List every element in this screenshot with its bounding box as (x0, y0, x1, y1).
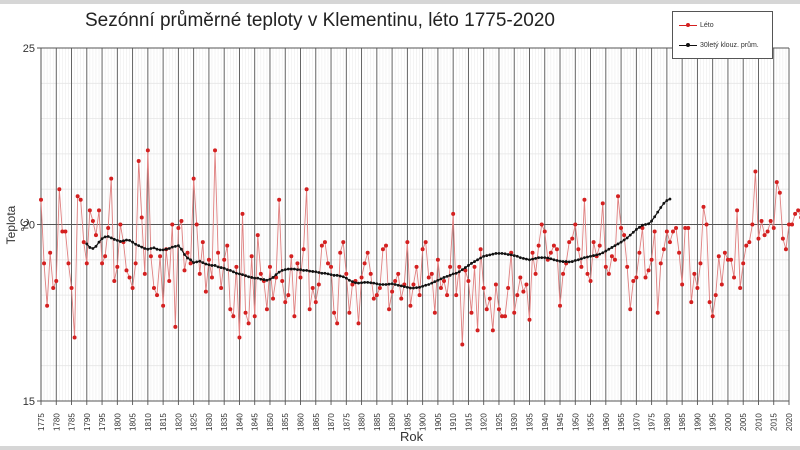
svg-text:1925: 1925 (495, 413, 504, 431)
svg-text:1835: 1835 (220, 413, 229, 431)
svg-text:1960: 1960 (602, 413, 611, 431)
svg-text:1880: 1880 (358, 413, 367, 431)
svg-text:1980: 1980 (663, 413, 672, 431)
svg-text:1780: 1780 (52, 413, 61, 431)
svg-text:1865: 1865 (312, 413, 321, 431)
svg-text:1900: 1900 (419, 413, 428, 431)
red-line-marker-icon (679, 21, 697, 29)
svg-text:1815: 1815 (159, 413, 168, 431)
svg-text:1820: 1820 (174, 413, 183, 431)
svg-text:1950: 1950 (571, 413, 580, 431)
svg-text:1825: 1825 (190, 413, 199, 431)
svg-text:1850: 1850 (266, 413, 275, 431)
svg-text:1990: 1990 (693, 413, 702, 431)
svg-text:1890: 1890 (388, 413, 397, 431)
svg-text:1870: 1870 (327, 413, 336, 431)
svg-text:1910: 1910 (449, 413, 458, 431)
svg-text:1875: 1875 (342, 413, 351, 431)
svg-text:1930: 1930 (510, 413, 519, 431)
chart-title: Sezónní průměrné teploty v Klementinu, l… (84, 10, 556, 31)
svg-text:1840: 1840 (235, 413, 244, 431)
svg-text:1955: 1955 (587, 413, 596, 431)
legend-item-leto: Léto (679, 21, 714, 29)
svg-text:1920: 1920 (480, 413, 489, 431)
svg-text:1885: 1885 (373, 413, 382, 431)
svg-text:2015: 2015 (770, 413, 779, 431)
svg-text:2005: 2005 (739, 413, 748, 431)
svg-text:1945: 1945 (556, 413, 565, 431)
svg-text:1790: 1790 (83, 413, 92, 431)
svg-text:1785: 1785 (68, 413, 77, 431)
svg-text:1985: 1985 (678, 413, 687, 431)
svg-text:1970: 1970 (632, 413, 641, 431)
svg-text:1965: 1965 (617, 413, 626, 431)
svg-text:1905: 1905 (434, 413, 443, 431)
x-axis-label: Rok (400, 429, 424, 444)
svg-text:1830: 1830 (205, 413, 214, 431)
svg-text:1800: 1800 (113, 413, 122, 431)
legend-label: Léto (700, 21, 714, 29)
svg-text:1995: 1995 (709, 413, 718, 431)
svg-text:1805: 1805 (129, 413, 138, 431)
black-line-marker-icon (679, 41, 697, 49)
svg-text:1845: 1845 (251, 413, 260, 431)
svg-text:1775: 1775 (37, 413, 46, 431)
legend-item-moving-average: 30letý klouz. prům. (679, 41, 759, 49)
svg-text:2000: 2000 (724, 413, 733, 431)
svg-text:1860: 1860 (297, 413, 306, 431)
svg-text:1855: 1855 (281, 413, 290, 431)
svg-text:25: 25 (23, 43, 35, 55)
svg-text:2010: 2010 (754, 413, 763, 431)
svg-text:1940: 1940 (541, 413, 550, 431)
svg-text:1895: 1895 (403, 413, 412, 431)
svg-text:15: 15 (23, 396, 35, 408)
svg-text:20: 20 (23, 220, 35, 232)
bottom-border (0, 446, 800, 450)
legend-label: 30letý klouz. prům. (700, 41, 759, 49)
svg-text:1935: 1935 (525, 413, 534, 431)
top-border (0, 0, 800, 4)
svg-text:2020: 2020 (785, 413, 794, 431)
legend: Léto 30letý klouz. prům. (672, 11, 773, 59)
svg-text:1975: 1975 (648, 413, 657, 431)
svg-text:1810: 1810 (144, 413, 153, 431)
svg-text:1915: 1915 (464, 413, 473, 431)
svg-text:1795: 1795 (98, 413, 107, 431)
